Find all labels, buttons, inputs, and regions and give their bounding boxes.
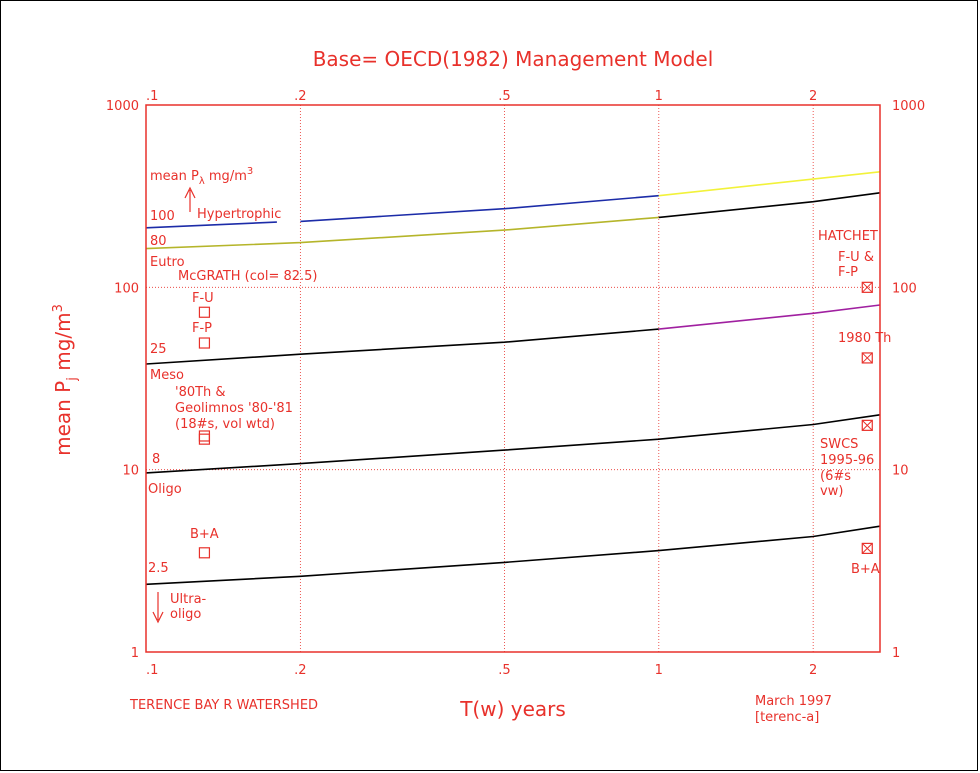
label-ultra-1: Ultra- xyxy=(170,592,207,607)
grid xyxy=(146,105,880,652)
x-tick-top-2: .5 xyxy=(498,89,510,104)
x-tick-bottom-3: 1 xyxy=(655,663,663,678)
y-tick-left-2: 100 xyxy=(114,281,139,296)
tick-labels: .1 .1 .2 .2 .5 .5 1 1 2 2 1 1 10 10 100 100 1000 1000 xyxy=(106,89,925,678)
label-8: 8 xyxy=(152,452,160,467)
y-tick-left-3: 1000 xyxy=(106,99,139,114)
crossed-square-box-1 xyxy=(861,352,873,364)
label-hatchet: HATCHET xyxy=(818,229,878,244)
series-line-3-0 xyxy=(658,192,881,219)
open-square-marker-4 xyxy=(198,547,211,559)
series-line-5-0 xyxy=(658,304,881,330)
label-fp: F-P xyxy=(192,321,212,336)
label-ba-left: B+A xyxy=(190,527,219,542)
series-line-7-0 xyxy=(145,525,881,586)
label-fu-fp-2: F-P xyxy=(838,265,858,280)
mean-pl-unit: mg/m xyxy=(205,169,247,184)
label-80th-2: Geolimnos '80-'81 xyxy=(175,401,293,416)
footer-watershed: TERENCE BAY R WATERSHED xyxy=(129,698,318,713)
label-swcs-4: vw) xyxy=(820,484,843,499)
label-ba-right: B+A xyxy=(851,562,880,577)
y-axis-label-sup: 3 xyxy=(51,304,66,312)
series-line-6-0 xyxy=(145,414,881,474)
crossed-square-box-0 xyxy=(861,281,873,293)
x-tick-bottom-4: 2 xyxy=(809,663,817,678)
open-square-marker-3 xyxy=(198,433,211,445)
x-tick-top-3: 1 xyxy=(655,89,663,104)
label-25: 25 xyxy=(150,342,167,357)
y-axis-label-unit: mg/m xyxy=(51,312,75,377)
crossed-square-box-2 xyxy=(861,419,873,431)
crossed-square-marker-0 xyxy=(861,281,873,293)
label-ultra-2: oligo xyxy=(170,607,201,622)
mean-pl-sub: λ xyxy=(199,176,205,187)
crossed-square-marker-1 xyxy=(861,352,873,364)
series-lines xyxy=(145,171,881,586)
series-line-0-0 xyxy=(145,221,277,229)
label-oligo: Oligo xyxy=(148,482,182,497)
mean-pl-label: mean Pλ mg/m3 xyxy=(150,166,253,187)
label-2-5: 2.5 xyxy=(148,561,169,576)
label-meso: Meso xyxy=(150,368,184,383)
y-tick-right-3: 1000 xyxy=(892,99,925,114)
crossed-square-x-3 xyxy=(861,543,873,554)
x-tick-bottom-0: .1 xyxy=(146,663,158,678)
x-tick-top-4: 2 xyxy=(809,89,817,104)
y-tick-left-0: 1 xyxy=(131,646,139,661)
label-fu: F-U xyxy=(192,291,214,306)
y-tick-right-1: 10 xyxy=(892,464,909,479)
label-80: 80 xyxy=(150,234,167,249)
open-square-marker-1 xyxy=(198,337,211,349)
footer-code: [terenc-a] xyxy=(755,710,819,725)
label-swcs-3: (6#s xyxy=(820,469,851,484)
label-80th-3: (18#s, vol wtd) xyxy=(175,417,275,432)
y-axis-label-sub: j xyxy=(65,377,80,382)
x-axis-label: T(w) years xyxy=(459,697,566,721)
series-line-0-1 xyxy=(300,194,659,223)
crossed-square-box-3 xyxy=(861,542,873,554)
y-tick-right-2: 100 xyxy=(892,281,917,296)
crossed-square-marker-3 xyxy=(861,542,873,554)
crossed-square-x-2 xyxy=(861,419,873,431)
crossed-square-x-0 xyxy=(861,281,873,293)
crossed-square-marker-2 xyxy=(861,419,873,431)
series-line-4-0 xyxy=(145,328,659,365)
y-axis-label-main: mean P xyxy=(51,381,75,456)
up-arrow-icon xyxy=(184,186,196,212)
series-line-2-0 xyxy=(145,216,659,250)
footer-date: March 1997 xyxy=(755,694,832,709)
crossed-square-x-1 xyxy=(861,352,873,364)
label-swcs-1: SWCS xyxy=(820,437,858,452)
label-80th-1: '80Th & xyxy=(175,385,226,400)
open-square-marker-2 xyxy=(198,430,211,442)
y-tick-right-0: 1 xyxy=(892,646,900,661)
label-mcgrath: McGRATH (col= 82.5) xyxy=(178,269,318,284)
x-tick-bottom-2: .5 xyxy=(498,663,510,678)
x-tick-top-0: .1 xyxy=(146,89,158,104)
mean-pl-sup: 3 xyxy=(247,166,253,177)
chart-title: Base= OECD(1982) Management Model xyxy=(313,47,714,71)
plot-border xyxy=(145,104,881,653)
open-square-marker-0 xyxy=(198,306,211,318)
down-arrow-icon xyxy=(152,592,164,624)
label-1980th: 1980 Th xyxy=(838,331,891,346)
x-tick-bottom-1: .2 xyxy=(294,663,306,678)
x-tick-top-1: .2 xyxy=(294,89,306,104)
label-fu-fp-1: F-U & xyxy=(838,250,874,265)
label-swcs-2: 1995-96 xyxy=(820,453,874,468)
markers xyxy=(198,281,873,559)
y-tick-left-1: 10 xyxy=(122,464,139,479)
mean-pl-main: mean P xyxy=(150,169,199,184)
series-line-1-0 xyxy=(658,171,881,197)
label-hypertrophic: Hypertrophic xyxy=(197,207,281,222)
label-100: 100 xyxy=(150,209,175,224)
y-axis-label: mean Pj mg/m3 xyxy=(51,304,80,456)
label-eutro: Eutro xyxy=(150,255,185,270)
